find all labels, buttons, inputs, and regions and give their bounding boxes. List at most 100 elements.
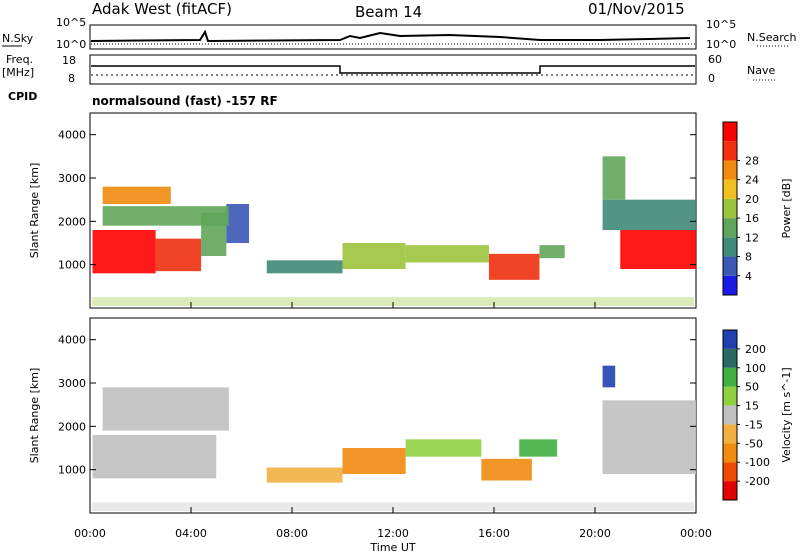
echo-region xyxy=(102,206,229,226)
echo-region xyxy=(102,186,171,204)
y-tick-label: 2000 xyxy=(58,420,86,433)
colorbar-label: Velocity [m s^-1] xyxy=(780,367,793,462)
colorbar-tick-label: 50 xyxy=(745,381,759,394)
near-range-scatter xyxy=(92,502,694,511)
echo-region xyxy=(602,156,626,200)
y-tick-label: 3000 xyxy=(58,377,86,390)
freq-tick-top: 18 xyxy=(62,54,76,67)
freq-panel xyxy=(89,54,697,85)
x-tick-label: 04:00 xyxy=(175,527,207,540)
echo-region xyxy=(602,199,696,230)
colorbar-segment xyxy=(723,160,737,180)
colorbar-frame xyxy=(722,329,738,501)
y-tick-label: 3000 xyxy=(58,172,86,185)
colorbar-tick-label: -50 xyxy=(745,437,763,450)
colorbar-tick-label: -15 xyxy=(745,418,763,431)
colorbar-tick-label: 8 xyxy=(745,251,752,264)
colorbar-segment xyxy=(723,330,737,349)
echo-region xyxy=(405,245,489,263)
freq-tick-bottom: 8 xyxy=(68,72,75,85)
x-tick-label: 12:00 xyxy=(377,527,409,540)
echo-region xyxy=(226,204,250,243)
echo-region xyxy=(539,245,565,259)
colorbar-tick-label: 12 xyxy=(745,231,759,244)
x-tick-label: 00:00 xyxy=(680,527,712,540)
colorbar-segment xyxy=(723,367,737,387)
colorbar-tick-label: 16 xyxy=(745,212,759,225)
echo-region xyxy=(488,253,540,280)
echo-region xyxy=(481,458,532,481)
freq-unit-label: [MHz] xyxy=(2,66,34,79)
colorbar-tick-label: 24 xyxy=(745,174,759,187)
y-axis-label: Slant Range [km] xyxy=(28,163,41,259)
y-axis-label: Slant Range [km] xyxy=(28,368,41,464)
velocity-panel: 1000 2000 3000 4000 Slant Range [km] 00:00 04:… xyxy=(28,317,793,554)
nave-label: Nave xyxy=(747,64,775,77)
echo-region xyxy=(102,387,229,431)
y-tick-label: 2000 xyxy=(58,215,86,228)
colorbar-segment xyxy=(723,462,737,482)
colorbar-segment xyxy=(723,141,737,161)
colorbar-segment xyxy=(723,424,737,444)
echo-region xyxy=(342,448,406,474)
colorbar-segment xyxy=(723,405,737,425)
echo-region xyxy=(519,439,558,457)
nsky-tick-bottom: 10^0 xyxy=(56,38,86,51)
y-tick-label: 1000 xyxy=(58,464,86,477)
x-tick-label: 00:00 xyxy=(74,527,106,540)
y-tick-label: 4000 xyxy=(58,129,86,142)
cpid-label: CPID xyxy=(8,90,37,103)
nave-tick-bottom: 0 xyxy=(708,72,715,85)
echo-region xyxy=(602,400,696,474)
colorbar-tick-label: 4 xyxy=(745,270,752,283)
echo-region xyxy=(405,439,482,457)
colorbar-segment xyxy=(723,348,737,368)
station-title: Adak West (fitACF) xyxy=(92,0,232,18)
freq-label: Freq. xyxy=(6,53,33,66)
colorbar-label: Power [dB] xyxy=(780,179,793,239)
echo-region xyxy=(92,230,156,274)
colorbar-segment xyxy=(723,256,737,276)
colorbar-tick-label: 15 xyxy=(745,400,759,413)
colorbar-tick-label: 28 xyxy=(745,154,759,167)
nsky-panel xyxy=(89,24,697,50)
colorbar-tick-label: -100 xyxy=(745,456,770,469)
colorbar-segment xyxy=(723,386,737,406)
colorbar-segment xyxy=(723,275,737,295)
beam-label: Beam 14 xyxy=(355,3,422,21)
nsky-tick-top: 10^5 xyxy=(56,16,86,29)
nsky-trace xyxy=(90,29,691,43)
cpid-text: normalsound (fast) -157 RF xyxy=(92,94,278,108)
nsearch-tick-top: 10^5 xyxy=(706,18,736,31)
power-panel: 1000 2000 3000 4000 Slant Range [km] 4 8 12 16 20… xyxy=(28,112,793,309)
x-axis-label: Time UT xyxy=(369,541,415,554)
colorbar-segment xyxy=(723,237,737,257)
y-tick-label: 4000 xyxy=(58,334,86,347)
colorbar-segment xyxy=(723,443,737,463)
echo-region xyxy=(92,435,217,479)
nsky-label: N.Sky xyxy=(2,32,34,45)
echo-region xyxy=(342,243,406,269)
echo-region xyxy=(266,260,343,274)
date-label: 01/Nov/2015 xyxy=(588,0,685,18)
x-tick-label: 20:00 xyxy=(579,527,611,540)
colorbar-tick-label: 200 xyxy=(745,343,766,356)
nsearch-label: N.Search xyxy=(747,31,797,44)
colorbar-tick-label: 20 xyxy=(745,193,759,206)
x-tick-label: 08:00 xyxy=(276,527,308,540)
freq-trace xyxy=(91,65,695,74)
colorbar-segment xyxy=(723,122,737,142)
colorbar-tick-label: 100 xyxy=(745,362,766,375)
colorbar-segment xyxy=(723,481,737,500)
colorbar-segment xyxy=(723,198,737,219)
nsearch-tick-bottom: 10^0 xyxy=(706,38,736,51)
y-tick-label: 1000 xyxy=(58,259,86,272)
echo-region xyxy=(266,467,343,483)
echo-region xyxy=(602,365,616,388)
colorbar-segment xyxy=(723,218,737,238)
near-range-scatter xyxy=(92,297,694,306)
colorbar-frame xyxy=(722,121,738,296)
colorbar-tick-label: -200 xyxy=(745,475,770,488)
colorbar-segment xyxy=(723,179,737,199)
